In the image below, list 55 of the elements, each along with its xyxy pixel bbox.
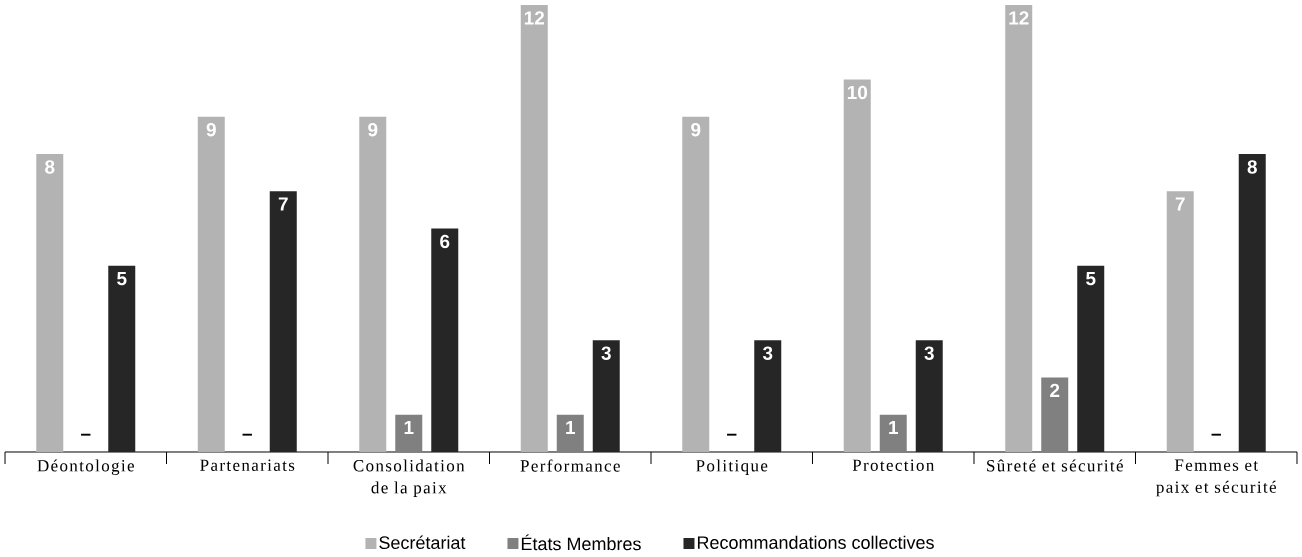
data-label: 10 bbox=[847, 85, 868, 100]
bar bbox=[1077, 265, 1105, 452]
data-label: 6 bbox=[440, 234, 450, 249]
data-label: 9 bbox=[691, 122, 701, 137]
bar bbox=[431, 228, 459, 452]
x-tick-label: Politique bbox=[696, 459, 768, 475]
bar bbox=[1041, 377, 1069, 452]
data-label: 5 bbox=[117, 271, 127, 286]
x-tick-label: Déontologie bbox=[37, 459, 134, 476]
data-label: 12 bbox=[1009, 11, 1029, 25]
data-label: 3 bbox=[601, 346, 611, 360]
bar bbox=[520, 5, 548, 452]
x-tick-label: Consolidation de la paix bbox=[353, 459, 465, 497]
x-tick-label: Sûreté et sécurité bbox=[987, 459, 1123, 472]
data-label: 2 bbox=[1050, 383, 1060, 397]
legend-label: Recommandations collectives bbox=[697, 535, 934, 549]
bar bbox=[682, 116, 710, 452]
bar bbox=[1166, 191, 1194, 452]
bar bbox=[395, 414, 423, 452]
bar bbox=[879, 414, 907, 452]
x-tick-label: Femmes et paix et sécurité bbox=[1156, 459, 1277, 497]
data-label: 3 bbox=[762, 346, 773, 360]
bar bbox=[108, 265, 136, 452]
data-label: 9 bbox=[206, 122, 216, 137]
data-label: 9 bbox=[368, 122, 378, 137]
bar bbox=[1238, 153, 1266, 452]
data-label: 12 bbox=[524, 11, 545, 25]
x-tick-label: Protection bbox=[852, 459, 935, 471]
bar bbox=[592, 340, 620, 452]
bar bbox=[556, 414, 584, 452]
bar bbox=[1005, 5, 1033, 452]
legend-label: États Membres bbox=[521, 534, 641, 551]
bar bbox=[754, 340, 782, 452]
data-label: 3 bbox=[924, 346, 934, 360]
bar bbox=[36, 153, 64, 452]
data-label: 1 bbox=[404, 420, 414, 435]
data-label: 7 bbox=[278, 197, 288, 211]
data-label: 8 bbox=[1247, 160, 1257, 174]
bar bbox=[359, 116, 387, 452]
data-label: 1 bbox=[566, 420, 576, 435]
bar bbox=[915, 340, 943, 452]
data-label: – bbox=[727, 433, 737, 436]
legend-label: Secrétariat bbox=[379, 535, 466, 550]
data-label: 8 bbox=[45, 160, 55, 174]
bar bbox=[197, 116, 225, 452]
data-label: – bbox=[242, 433, 252, 436]
x-tick-label: Partenariats bbox=[200, 459, 295, 471]
data-label: – bbox=[81, 433, 91, 436]
bar bbox=[843, 79, 871, 452]
data-label: 5 bbox=[1086, 271, 1096, 286]
x-tick-label: Performance bbox=[520, 459, 620, 472]
data-label: – bbox=[1211, 433, 1221, 436]
bar bbox=[269, 191, 297, 452]
data-label: 7 bbox=[1175, 197, 1185, 211]
data-label: 1 bbox=[889, 420, 898, 435]
